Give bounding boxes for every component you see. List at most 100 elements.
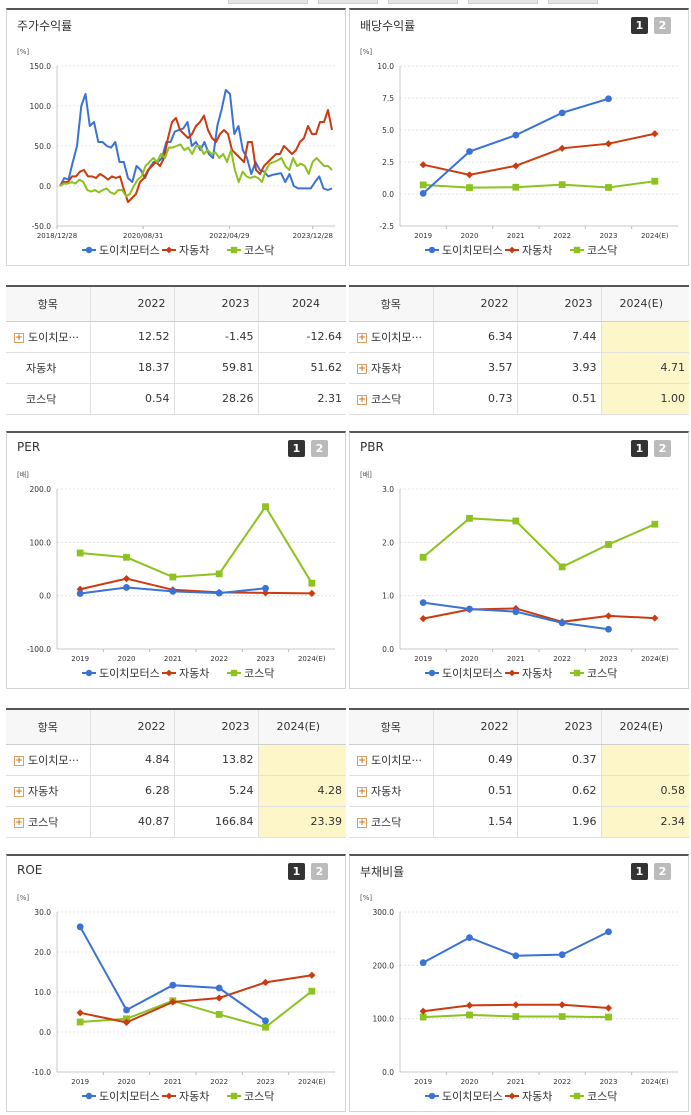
expand-plus-icon[interactable]: + (14, 332, 24, 343)
table-row: + 코스닥 0.73 0.51 1.00 (349, 383, 689, 415)
y-tick-label: 2.5 (382, 158, 394, 167)
tab-2-button[interactable]: 2 (654, 863, 671, 880)
x-tick-label: 2020/08/31 (123, 232, 163, 240)
unit-label: [%] (17, 48, 29, 56)
y-tick-label: 20.0 (34, 948, 51, 957)
table-cell: 1.54 (433, 806, 518, 838)
table-row: + 도이치모··· 4.84 13.82 (6, 744, 346, 776)
table-cell: 0.54 (90, 383, 175, 415)
row-label: 자동차 (6, 352, 91, 384)
table-cell: 12.52 (90, 321, 175, 353)
x-tick-label: 2023 (600, 655, 618, 663)
row-label: + 자동차 (349, 352, 434, 384)
stock-return-panel: 주가수익률 [%] 150.0 100.0 50.0 0.0 -50.0 2018/12/2… (6, 8, 346, 266)
legend-marker (230, 669, 238, 677)
table-cell: 4.71 (601, 352, 689, 384)
expand-plus-icon[interactable]: + (14, 786, 24, 797)
x-tick-label: 2020 (118, 1078, 136, 1086)
x-tick-label: 2021 (507, 1078, 525, 1086)
x-tick-label: 2023 (600, 1078, 618, 1086)
x-tick-label: 2019 (414, 1078, 432, 1086)
table-header: 2022 (90, 286, 175, 322)
legend-marker (85, 1092, 93, 1100)
tab-2-button[interactable]: 2 (311, 863, 328, 880)
tab-1-button[interactable]: 1 (288, 440, 305, 457)
data-point (558, 951, 566, 959)
table-cell: 166.84 (174, 806, 259, 838)
data-point (558, 181, 566, 189)
table-cell: 51.62 (258, 352, 346, 384)
x-tick-label: 2024(E) (641, 232, 669, 240)
legend-marker (230, 246, 238, 254)
tab-1-button[interactable]: 1 (288, 863, 305, 880)
expand-plus-icon[interactable]: + (357, 332, 367, 343)
y-tick-label: 3.0 (382, 485, 394, 494)
expand-plus-icon[interactable]: + (357, 363, 367, 374)
tab-2-button[interactable]: 2 (654, 17, 671, 34)
x-tick-label: 2022 (210, 1078, 228, 1086)
data-point (604, 1004, 613, 1012)
data-point (651, 130, 659, 138)
y-tick-label: 300.0 (373, 908, 395, 917)
expand-plus-icon[interactable]: + (357, 786, 367, 797)
table-row: + 코스닥 1.54 1.96 2.34 (349, 806, 689, 838)
legend-label: 자동차 (179, 1090, 209, 1103)
expand-plus-icon[interactable]: + (357, 817, 367, 828)
data-point (419, 189, 427, 197)
x-tick-label: 2022 (553, 232, 571, 240)
expand-plus-icon[interactable]: + (357, 755, 367, 766)
expand-plus-icon[interactable]: + (357, 394, 367, 405)
tab-2-button[interactable]: 2 (654, 440, 671, 457)
x-tick-label: 2018/12/28 (37, 232, 77, 240)
tab-2-button[interactable]: 2 (311, 440, 328, 457)
table-cell: 1.00 (601, 383, 689, 415)
x-tick-label: 2020 (461, 232, 479, 240)
panel-title: PBR (360, 440, 384, 454)
tab-1-button[interactable]: 1 (631, 863, 648, 880)
legend-label: 도이치모터스 (442, 1090, 503, 1103)
data-point (466, 184, 473, 191)
y-tick-label: 1.0 (382, 592, 394, 601)
legend-marker (573, 669, 581, 677)
table-header: 항목 (6, 286, 91, 322)
data-point (466, 514, 473, 522)
tab-1-button[interactable]: 1 (631, 440, 648, 457)
legend-label: 코스닥 (587, 667, 617, 680)
tab-1-button[interactable]: 1 (631, 17, 648, 34)
expand-plus-icon[interactable]: + (14, 817, 24, 828)
unit-label: [%] (17, 894, 29, 902)
stock-return-table: 항목 2022 2023 2024 + 도이치모··· 12.52 -1.45 -12.64 자동… (6, 285, 346, 415)
data-point (605, 625, 612, 633)
legend-label: 도이치모터스 (99, 1090, 160, 1103)
x-tick-label: 2023/12/28 (293, 232, 333, 240)
table-cell (601, 321, 689, 353)
x-tick-label: 2022 (210, 655, 228, 663)
data-point (605, 95, 612, 103)
data-point (558, 144, 566, 152)
y-tick-label: 0.0 (382, 1068, 394, 1077)
unit-label: [배] (360, 470, 372, 479)
expand-plus-icon[interactable]: + (14, 755, 24, 766)
y-tick-label: -2.5 (379, 222, 394, 231)
pbr-table: 항목 2022 2023 2024(E) + 도이치모··· 0.49 0.37 + 자동차 0.5… (349, 708, 689, 838)
table-cell: 5.24 (174, 775, 259, 807)
data-point (466, 1011, 473, 1019)
table-cell: 4.84 (90, 744, 175, 776)
data-point (419, 959, 427, 967)
y-tick-label: 100.0 (30, 538, 52, 547)
legend-marker (165, 669, 173, 677)
data-point (651, 614, 659, 622)
unit-label: [%] (360, 894, 372, 902)
table-cell: 0.73 (433, 383, 518, 415)
series-line (80, 504, 313, 584)
table-row: + 도이치모··· 6.34 7.44 (349, 321, 689, 353)
table-row: + 자동차 0.51 0.62 0.58 (349, 775, 689, 807)
y-tick-label: 7.5 (382, 94, 394, 103)
table-cell: -1.45 (174, 321, 259, 353)
y-tick-label: 100.0 (373, 1015, 395, 1024)
data-point (512, 608, 520, 616)
row-label: + 도이치모··· (349, 744, 434, 776)
data-point (169, 981, 177, 989)
data-point (605, 184, 612, 191)
